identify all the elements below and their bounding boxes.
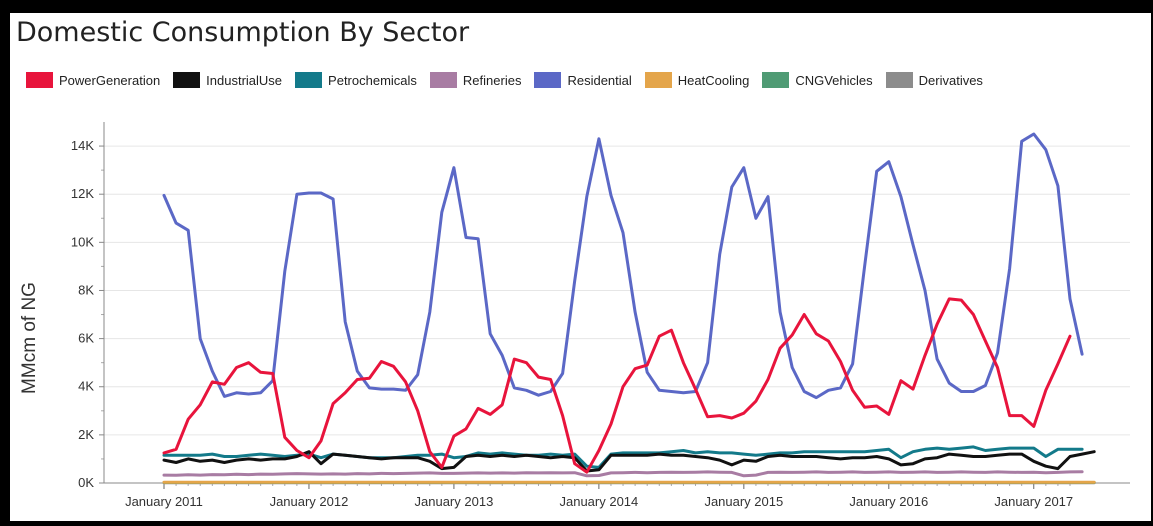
x-tick-label: January 2017 xyxy=(994,494,1073,509)
legend-label: PowerGeneration xyxy=(59,72,161,88)
legend-swatch xyxy=(173,72,201,88)
chart-panel xyxy=(10,13,1151,521)
y-tick-label: 10K xyxy=(71,234,94,249)
legend-label: Refineries xyxy=(462,72,522,88)
legend-swatch xyxy=(644,72,672,88)
y-tick-label: 4K xyxy=(78,379,94,394)
x-tick-label: January 2016 xyxy=(849,494,928,509)
legend-swatch xyxy=(762,72,790,88)
y-tick-label: 12K xyxy=(71,186,94,201)
y-tick-label: 2K xyxy=(78,427,94,442)
x-tick-label: January 2015 xyxy=(704,494,783,509)
y-tick-label: 6K xyxy=(78,331,94,346)
x-tick-label: January 2012 xyxy=(270,494,349,509)
y-tick-label: 14K xyxy=(71,138,94,153)
legend-item-industrialuse[interactable]: IndustrialUse xyxy=(173,72,282,88)
legend-label: CNGVehicles xyxy=(795,72,873,88)
y-tick-label: 8K xyxy=(78,282,94,297)
legend-item-powergeneration[interactable]: PowerGeneration xyxy=(26,72,160,88)
x-tick-label: January 2013 xyxy=(415,494,494,509)
x-tick-label: January 2011 xyxy=(125,494,203,509)
legend-swatch xyxy=(885,72,913,88)
legend-swatch xyxy=(429,72,457,88)
series-line-industrialuse xyxy=(162,450,1096,473)
y-tick-label: 0K xyxy=(78,475,94,490)
legend-label: Derivatives xyxy=(918,72,983,88)
legend-item-cngvehicles[interactable]: CNGVehicles xyxy=(762,72,873,88)
series-line-powergeneration xyxy=(162,297,1072,474)
legend-label: HeatCooling xyxy=(677,72,750,88)
legend-label: Petrochemicals xyxy=(328,72,417,88)
chart-title: Domestic Consumption By Sector xyxy=(16,17,470,48)
legend-item-petrochemicals[interactable]: Petrochemicals xyxy=(295,72,417,88)
legend-item-derivatives[interactable]: Derivatives xyxy=(885,72,983,88)
legend-item-residential[interactable]: Residential xyxy=(534,72,632,88)
legend-item-refineries[interactable]: Refineries xyxy=(429,72,522,88)
series-line-residential xyxy=(162,132,1084,400)
legend-label: Residential xyxy=(567,72,632,88)
legend-swatch xyxy=(26,72,53,88)
x-tick-label: January 2014 xyxy=(559,494,638,509)
legend-item-heatcooling[interactable]: HeatCooling xyxy=(644,72,750,88)
series-line-refineries xyxy=(162,470,1084,478)
legend-swatch xyxy=(534,72,562,88)
legend-label: IndustrialUse xyxy=(206,72,283,88)
legend: PowerGeneration IndustrialUse Petrochemica… xyxy=(26,72,996,88)
legend-swatch xyxy=(295,72,323,88)
series-line-petrochemicals xyxy=(162,445,1084,469)
